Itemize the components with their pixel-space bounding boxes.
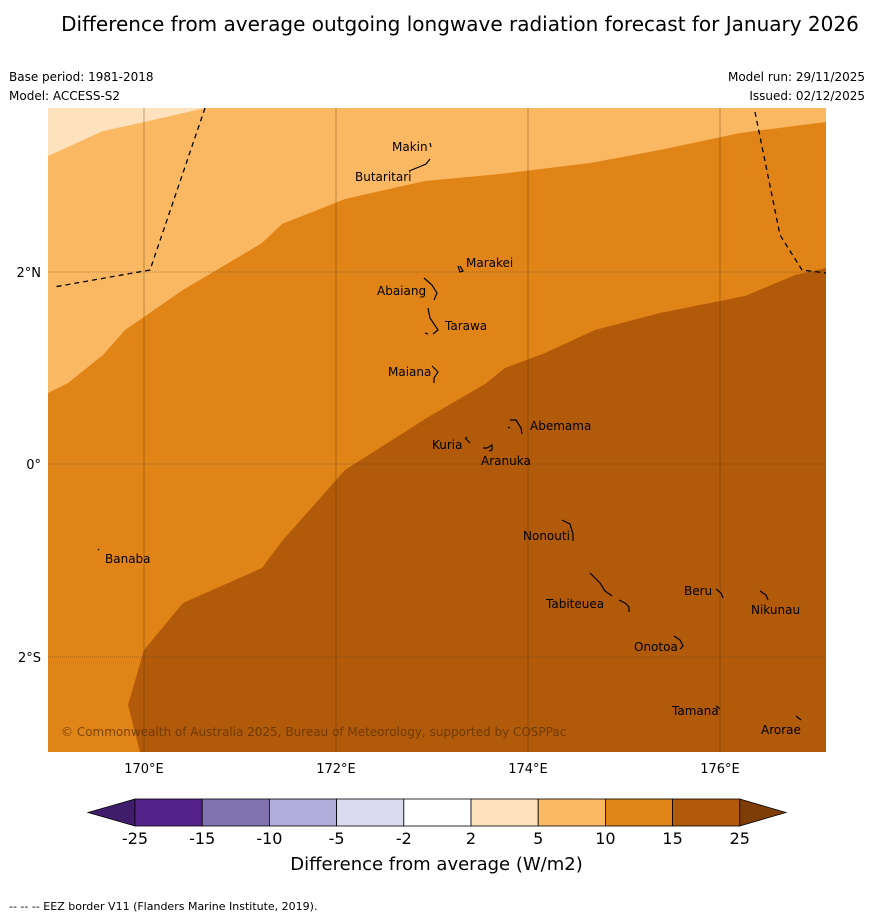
label-marakei: Marakei bbox=[466, 256, 513, 270]
island-nonouti bbox=[561, 519, 574, 541]
lon-label-170: 170°E bbox=[124, 762, 164, 777]
colorbar-segment bbox=[537, 798, 606, 827]
map-title: Difference from average outgoing longwav… bbox=[61, 12, 859, 36]
eez-footnote: -- -- -- EEZ border V11 (Flanders Marine… bbox=[9, 900, 318, 913]
label-tabiteuea: Tabiteuea bbox=[545, 597, 604, 611]
label-nonouti: Nonouti bbox=[523, 529, 570, 543]
graticule bbox=[48, 108, 826, 752]
meta-left: Base period: 1981-2018 Model: ACCESS-S2 bbox=[9, 68, 154, 106]
label-abaiang: Abaiang bbox=[377, 284, 426, 298]
axis-labels: 170°E 172°E 174°E 176°E 2°N 0° 2°S bbox=[17, 266, 740, 777]
eez-border bbox=[53, 108, 826, 288]
island-marakei bbox=[457, 265, 464, 273]
island-arorae bbox=[795, 715, 802, 721]
meta-right: Model run: 29/11/2025 Issued: 02/12/2025 bbox=[728, 68, 865, 106]
colorbar-segment bbox=[201, 798, 270, 827]
island-butaritari bbox=[408, 158, 431, 172]
label-onotoa: Onotoa bbox=[634, 640, 678, 654]
island-aranuka bbox=[483, 443, 493, 452]
label-maiana: Maiana bbox=[388, 365, 431, 379]
label-kuria: Kuria bbox=[432, 438, 463, 452]
label-butaritari: Butaritari bbox=[355, 170, 412, 184]
colorbar-tick-label: 15 bbox=[662, 829, 683, 848]
model-run: Model run: 29/11/2025 bbox=[727, 70, 865, 84]
colorbar-tick-label: 10 bbox=[595, 829, 616, 848]
island-maiana bbox=[431, 365, 439, 383]
island-tabiteuea bbox=[589, 572, 630, 612]
colorbar-tick-label: 2 bbox=[465, 829, 477, 848]
label-tamana: Tamana bbox=[671, 704, 719, 718]
colorbar-segment bbox=[268, 798, 337, 827]
colorbar-tick-label: -5 bbox=[328, 829, 345, 848]
colorbar bbox=[86, 798, 788, 827]
colorbar-tick-label: -2 bbox=[395, 829, 412, 848]
band-2-5 bbox=[48, 108, 205, 156]
band-5-10 bbox=[48, 108, 826, 393]
colorbar-title: Difference from average (W/m2) bbox=[290, 854, 583, 875]
colorbar-tick-label: -10 bbox=[256, 829, 283, 848]
label-banaba: Banaba bbox=[105, 552, 151, 566]
lon-label-176: 176°E bbox=[700, 762, 740, 777]
colorbar-segment bbox=[403, 798, 472, 827]
colorbar-tick-label: -25 bbox=[121, 829, 149, 848]
colorbar-tick-label: 25 bbox=[729, 829, 750, 848]
island-onotoa bbox=[673, 635, 684, 650]
island-banaba bbox=[97, 548, 100, 551]
label-aranuka: Aranuka bbox=[481, 454, 531, 468]
island-beru bbox=[715, 588, 724, 599]
lat-label-0: 0° bbox=[26, 458, 41, 473]
island-outlines bbox=[97, 142, 802, 721]
lat-label-2n: 2°N bbox=[17, 266, 42, 281]
lon-label-172: 172°E bbox=[316, 762, 356, 777]
colorbar-tick-label: -15 bbox=[189, 829, 216, 848]
island-nikunau bbox=[759, 590, 769, 601]
label-arorae: Arorae bbox=[761, 723, 801, 737]
copyright-notice: © Commonwealth of Australia 2025, Bureau… bbox=[61, 725, 566, 739]
colorbar-segment bbox=[470, 798, 539, 827]
lon-label-174: 174°E bbox=[508, 762, 548, 777]
map-plot-area: Makin Butaritari Marakei Abaiang Tarawa … bbox=[48, 108, 826, 752]
model-name: Model: ACCESS-S2 bbox=[9, 89, 121, 103]
label-abemama: Abemama bbox=[530, 419, 591, 433]
colorbar-tick-label: 5 bbox=[533, 829, 544, 848]
label-makin: Makin bbox=[392, 140, 428, 154]
island-makin bbox=[429, 142, 432, 148]
label-nikunau: Nikunau bbox=[751, 603, 800, 617]
island-abemama bbox=[507, 419, 523, 435]
colorbar-segment bbox=[134, 798, 203, 827]
issued-date: Issued: 02/12/2025 bbox=[749, 89, 865, 103]
colorbar-segment bbox=[605, 798, 674, 827]
island-tarawa bbox=[424, 307, 439, 335]
label-beru: Beru bbox=[684, 584, 712, 598]
label-tarawa: Tarawa bbox=[444, 319, 487, 333]
island-abaiang bbox=[423, 277, 438, 301]
colorbar-segment bbox=[672, 798, 741, 827]
base-period: Base period: 1981-2018 bbox=[9, 70, 154, 84]
colorbar-extend-high bbox=[739, 798, 788, 827]
band-15-25 bbox=[128, 268, 826, 752]
colorbar-extend-low bbox=[86, 798, 136, 827]
lat-label-2s: 2°S bbox=[18, 651, 41, 666]
place-labels: Makin Butaritari Marakei Abaiang Tarawa … bbox=[105, 140, 801, 737]
island-kuria bbox=[464, 436, 471, 444]
colorbar-segment bbox=[336, 798, 405, 827]
island-tamana bbox=[715, 705, 721, 710]
